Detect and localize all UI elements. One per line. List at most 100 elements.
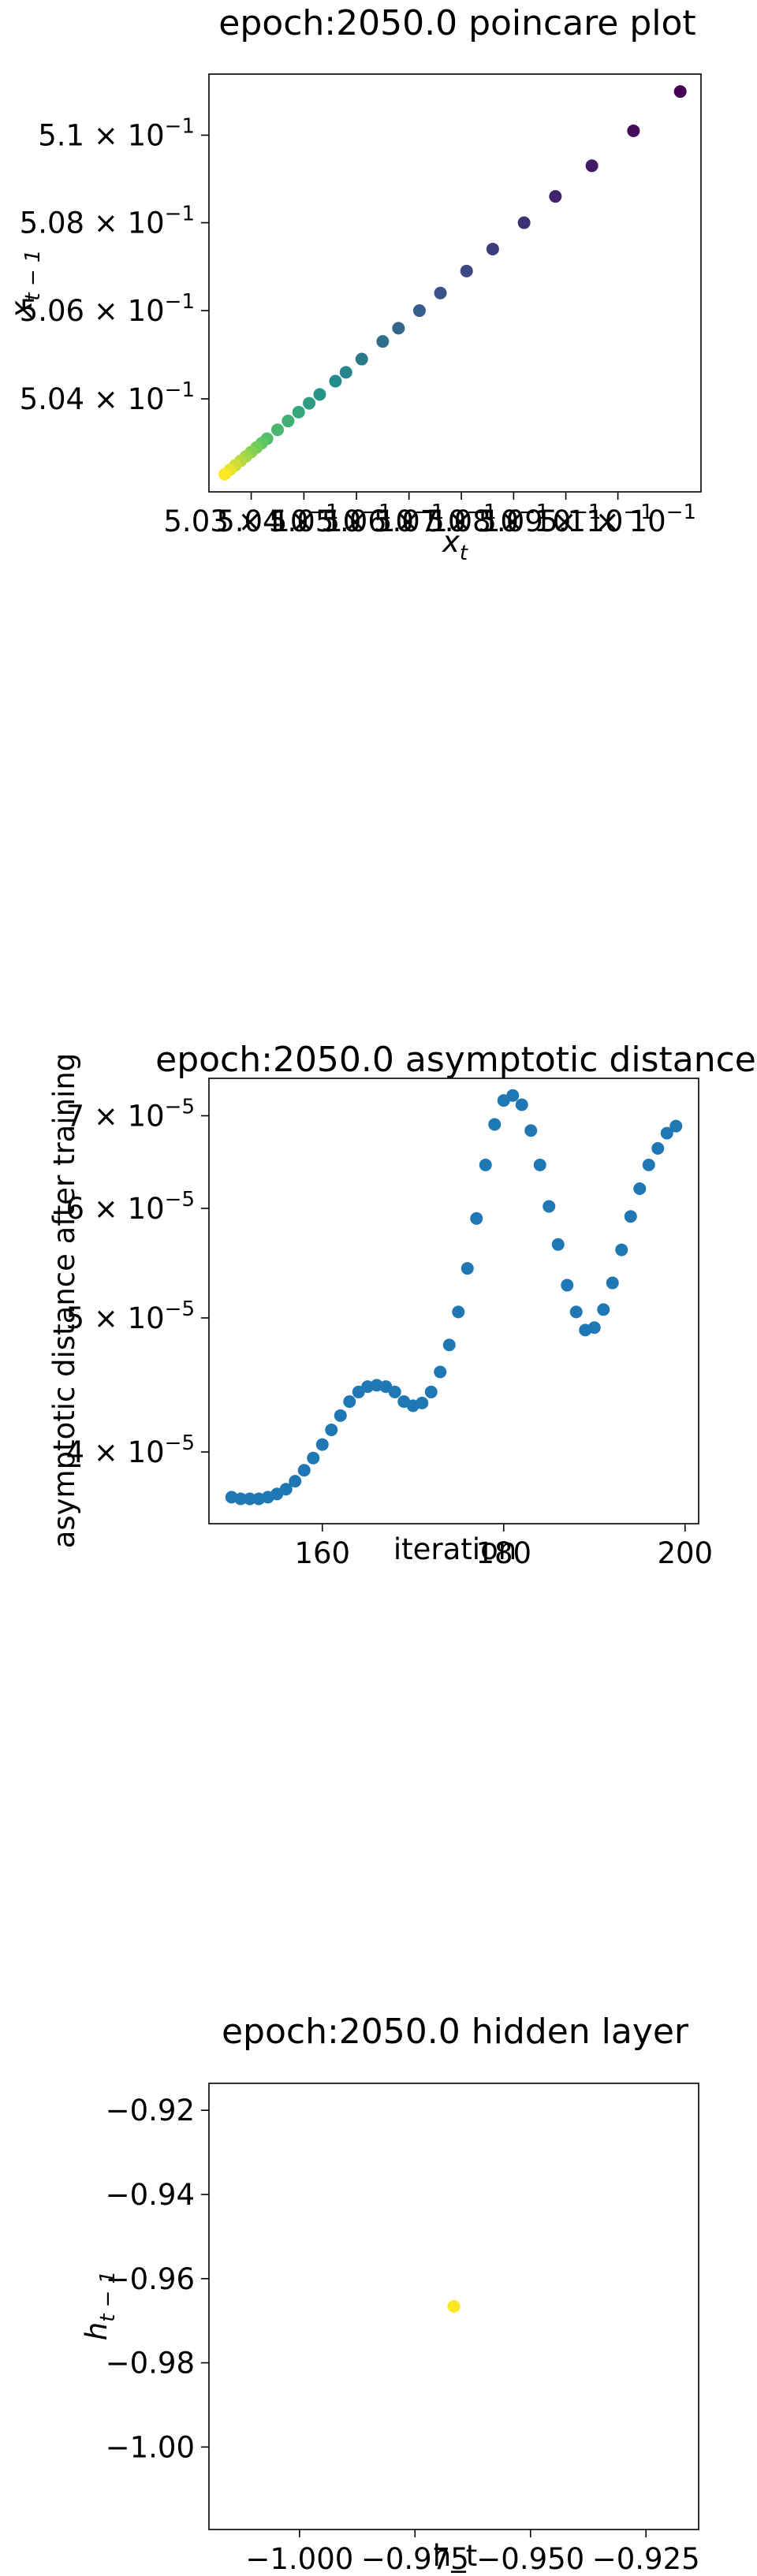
data-point	[533, 1158, 546, 1171]
data-point	[388, 1385, 401, 1398]
y-tick-label: −0.94	[106, 2178, 195, 2212]
data-point	[606, 1276, 619, 1290]
data-point	[470, 1212, 483, 1225]
data-point	[325, 1423, 338, 1436]
data-point	[343, 1395, 356, 1409]
data-point	[551, 1238, 565, 1251]
data-point	[486, 242, 499, 255]
y-tick-label: 7 × 10−5	[66, 1095, 195, 1133]
x-axis-label: iteration	[393, 1532, 516, 1566]
plot-frame	[208, 2083, 699, 2530]
data-point	[412, 304, 426, 318]
x-tick-label: −0.950	[476, 2542, 584, 2576]
x-axis-label: h_t	[433, 2539, 477, 2573]
plot-frame	[208, 1078, 699, 1524]
data-point	[339, 366, 352, 379]
y-tick-label: 5.08 × 10−1	[20, 203, 195, 240]
chart-title: epoch:2050.0 asymptotic distance	[155, 1040, 756, 1080]
poincare-chart: epoch:2050.0 poincare plot 5.04 × 10−15.…	[5, 3, 702, 565]
data-point	[627, 124, 640, 137]
y-tick-label: 5.1 × 10−1	[38, 114, 195, 152]
data-point	[506, 1089, 520, 1102]
data-point	[488, 1118, 502, 1131]
distance-points	[225, 1089, 683, 1506]
data-point	[585, 159, 599, 173]
data-point	[270, 423, 284, 437]
data-point	[549, 190, 562, 203]
data-point	[624, 1210, 637, 1223]
chart-title: epoch:2050.0 poincare plot	[218, 3, 695, 43]
data-point	[297, 1464, 311, 1477]
x-tick-label: 200	[657, 1536, 713, 1570]
data-point	[543, 1200, 556, 1213]
x-ticks: −1.000 −0.975 −0.950 −0.925	[245, 2529, 700, 2576]
x-tick-label: −1.000	[245, 2542, 353, 2576]
data-point	[279, 1483, 293, 1496]
data-point	[282, 415, 295, 428]
data-point	[307, 1451, 320, 1465]
data-point	[447, 2300, 461, 2313]
y-ticks: 5.04 × 10−1 5.06 × 10−1 5.08 × 10−1 5.1 × 1…	[20, 114, 209, 416]
y-tick-label: −1.00	[106, 2430, 195, 2464]
data-point	[569, 1305, 583, 1319]
y-ticks: −0.92 −0.94 −0.96 −0.98 −1.00	[106, 2094, 209, 2464]
data-point	[461, 1262, 474, 1275]
y-tick-label: 5.06 × 10−1	[20, 290, 195, 328]
x-tick-label: 160	[294, 1536, 350, 1570]
data-point	[352, 1385, 365, 1398]
data-point	[517, 216, 531, 229]
data-point	[289, 1475, 302, 1488]
data-point	[442, 1338, 456, 1352]
poincare-points	[218, 85, 687, 481]
data-point	[673, 85, 687, 99]
data-point	[651, 1141, 665, 1155]
y-axis-label: ht − 1	[80, 2271, 120, 2341]
data-point	[243, 1492, 256, 1506]
data-point	[355, 352, 368, 366]
data-point	[460, 264, 473, 277]
data-point	[660, 1126, 673, 1140]
asymptotic-distance-chart: epoch:2050.0 asymptotic distance 4 × 10−…	[47, 1040, 756, 1570]
y-tick-label: 5.04 × 10−1	[20, 378, 195, 416]
y-ticks: 4 × 10−5 5 × 10−5 6 × 10−5 7 × 10−5	[66, 1095, 209, 1469]
x-tick-label: −0.975	[361, 2542, 469, 2576]
y-tick-label: 5 × 10−5	[66, 1297, 195, 1335]
data-point	[218, 467, 232, 481]
data-point	[379, 1380, 393, 1394]
data-point	[434, 286, 447, 300]
chart-title: epoch:2050.0 hidden layer	[222, 2012, 689, 2052]
data-point	[452, 1305, 465, 1319]
data-point	[561, 1279, 574, 1292]
data-point	[416, 1396, 429, 1409]
data-point	[376, 335, 390, 348]
y-tick-label: 6 × 10−5	[66, 1188, 195, 1226]
hidden-points	[447, 2300, 461, 2313]
x-tick-label: −0.925	[592, 2542, 700, 2576]
y-axis-label: asymptotic distance after training	[47, 1053, 81, 1549]
data-point	[587, 1321, 601, 1335]
y-tick-label: −0.98	[106, 2347, 195, 2381]
x-tick-label: 5.03 × 10−1	[163, 501, 338, 538]
data-point	[669, 1119, 683, 1133]
data-point	[303, 396, 316, 410]
data-point	[515, 1098, 528, 1111]
data-point	[479, 1158, 492, 1171]
data-point	[315, 1438, 329, 1451]
data-point	[334, 1409, 347, 1422]
data-point	[615, 1243, 628, 1256]
data-point	[642, 1158, 655, 1171]
data-point	[633, 1182, 647, 1195]
data-point	[424, 1385, 438, 1398]
data-point	[234, 1492, 248, 1506]
hidden-layer-chart: epoch:2050.0 hidden layer −0.92−0.94−0.9…	[80, 2012, 700, 2576]
x-tick-label: 180	[475, 1536, 531, 1570]
x-ticks: 5.03 × 10−15.04 × 10−15.05 × 10−15.06 × …	[163, 492, 696, 538]
x-tick-label: 5.1 × 10−1	[539, 501, 696, 538]
y-tick-label: −0.96	[106, 2262, 195, 2296]
data-point	[292, 405, 305, 419]
y-tick-label: −0.92	[106, 2094, 195, 2127]
data-point	[597, 1303, 610, 1316]
plot-frame	[208, 73, 702, 493]
data-point	[392, 322, 405, 335]
